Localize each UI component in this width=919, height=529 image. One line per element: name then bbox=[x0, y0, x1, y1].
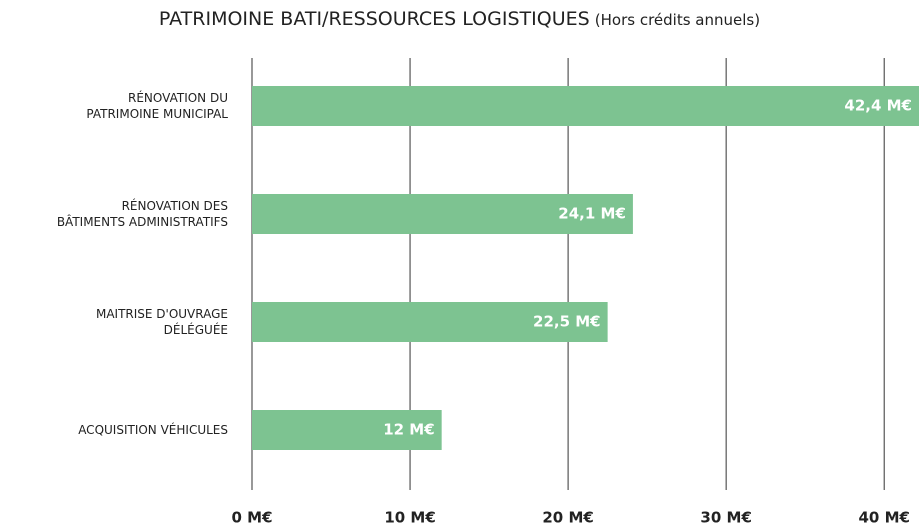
bar bbox=[252, 410, 442, 450]
value-label: 42,4 M€ bbox=[844, 97, 912, 115]
chart-subtitle: (Hors crédits annuels) bbox=[594, 11, 761, 29]
value-label: 22,5 M€ bbox=[533, 313, 601, 331]
bar bbox=[252, 194, 633, 234]
category-label: RÉNOVATION DU PATRIMOINE MUNICIPAL bbox=[86, 91, 228, 121]
category-label: RÉNOVATION DES BÂTIMENTS ADMINISTRATIFS bbox=[56, 199, 228, 229]
bar bbox=[252, 302, 608, 342]
x-tick-label: 30 M€ bbox=[700, 509, 751, 527]
value-label: 12 M€ bbox=[383, 421, 434, 439]
title-block: PATRIMOINE BATI/RESSOURCES LOGISTIQUES (… bbox=[0, 8, 919, 30]
chart-title: PATRIMOINE BATI/RESSOURCES LOGISTIQUES bbox=[158, 8, 590, 30]
bar bbox=[252, 86, 919, 126]
category-label: MAITRISE D'OUVRAGE DÉLÉGUÉE bbox=[95, 307, 228, 337]
category-label: ACQUISITION VÉHICULES bbox=[78, 423, 228, 437]
x-tick-label: 20 M€ bbox=[542, 509, 593, 527]
x-tick-label: 0 M€ bbox=[231, 509, 272, 527]
value-label: 24,1 M€ bbox=[558, 205, 626, 223]
x-tick-label: 40 M€ bbox=[858, 509, 909, 527]
x-tick-label: 10 M€ bbox=[384, 509, 435, 527]
